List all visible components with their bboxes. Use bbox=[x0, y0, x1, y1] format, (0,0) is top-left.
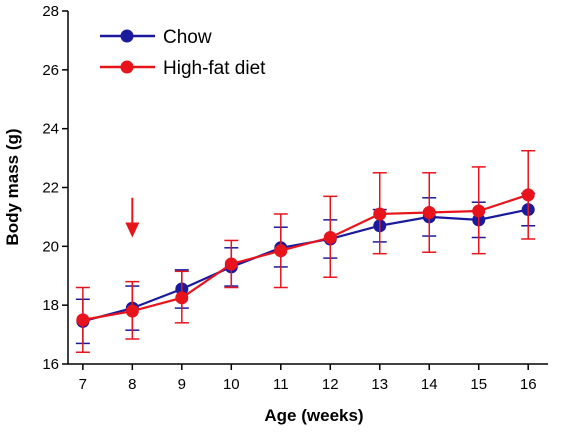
y-axis-title: Body mass (g) bbox=[3, 128, 22, 245]
error-bars-high-fat-diet bbox=[75, 149, 536, 353]
legend-item-high-fat-diet: High-fat diet bbox=[100, 58, 266, 79]
data-point-high-fat-diet bbox=[175, 291, 189, 305]
annotations bbox=[125, 197, 140, 238]
y-tick-label-16: 16 bbox=[42, 356, 59, 373]
series-line-chow bbox=[82, 208, 529, 323]
x-tick-label-15: 15 bbox=[470, 376, 487, 393]
data-point-high-fat-diet bbox=[521, 188, 535, 202]
x-axis-title: Age (weeks) bbox=[264, 406, 363, 425]
y-tick-label-20: 20 bbox=[42, 238, 59, 255]
x-tick-label-7: 7 bbox=[79, 376, 87, 393]
x-tick-label-13: 13 bbox=[371, 376, 388, 393]
x-tick-label-16: 16 bbox=[520, 376, 537, 393]
legend-label-chow: Chow bbox=[163, 27, 212, 48]
legend-marker-chow bbox=[120, 29, 134, 43]
data-point-high-fat-diet bbox=[472, 204, 486, 218]
data-point-high-fat-diet bbox=[373, 207, 387, 221]
y-tick-label-24: 24 bbox=[42, 121, 59, 138]
data-point-high-fat-diet bbox=[422, 206, 436, 220]
arrow-annotation bbox=[125, 197, 140, 238]
series-line-high-fat-diet bbox=[82, 193, 529, 321]
x-axis-ticks: 7 8 9 10 11 12 13 14 15 16 bbox=[79, 364, 537, 393]
x-tick-label-9: 9 bbox=[178, 376, 186, 393]
x-tick-label-14: 14 bbox=[421, 376, 438, 393]
arrow-head bbox=[125, 222, 140, 238]
x-axis: 7 8 9 10 11 12 13 14 15 16 Age (weeks) bbox=[68, 363, 548, 425]
legend-marker-high-fat-diet bbox=[120, 60, 134, 74]
y-axis: 16 18 20 22 24 26 28 Body mass (g) bbox=[3, 3, 69, 373]
y-tick-label-18: 18 bbox=[42, 297, 59, 314]
data-point-high-fat-diet bbox=[224, 257, 238, 271]
y-tick-label-28: 28 bbox=[42, 3, 59, 20]
x-tick-label-11: 11 bbox=[273, 376, 289, 393]
legend-label-high-fat-diet: High-fat diet bbox=[163, 58, 266, 79]
series-layer bbox=[75, 149, 536, 353]
data-point-high-fat-diet bbox=[274, 244, 288, 258]
error-bars-chow bbox=[75, 192, 536, 345]
data-point-high-fat-diet bbox=[76, 313, 90, 327]
x-tick-label-8: 8 bbox=[128, 376, 136, 393]
y-tick-label-22: 22 bbox=[42, 180, 59, 197]
series-high-fat-diet bbox=[75, 149, 536, 353]
legend-item-chow: Chow bbox=[100, 27, 212, 48]
data-point-high-fat-diet bbox=[125, 304, 139, 318]
series-chow bbox=[75, 192, 536, 345]
y-axis-ticks: 16 18 20 22 24 26 28 bbox=[42, 3, 68, 373]
x-tick-label-12: 12 bbox=[322, 376, 339, 393]
x-tick-label-10: 10 bbox=[223, 376, 240, 393]
data-point-high-fat-diet bbox=[323, 231, 337, 245]
legend: Chow High-fat diet bbox=[100, 27, 266, 79]
y-tick-label-26: 26 bbox=[42, 62, 59, 79]
